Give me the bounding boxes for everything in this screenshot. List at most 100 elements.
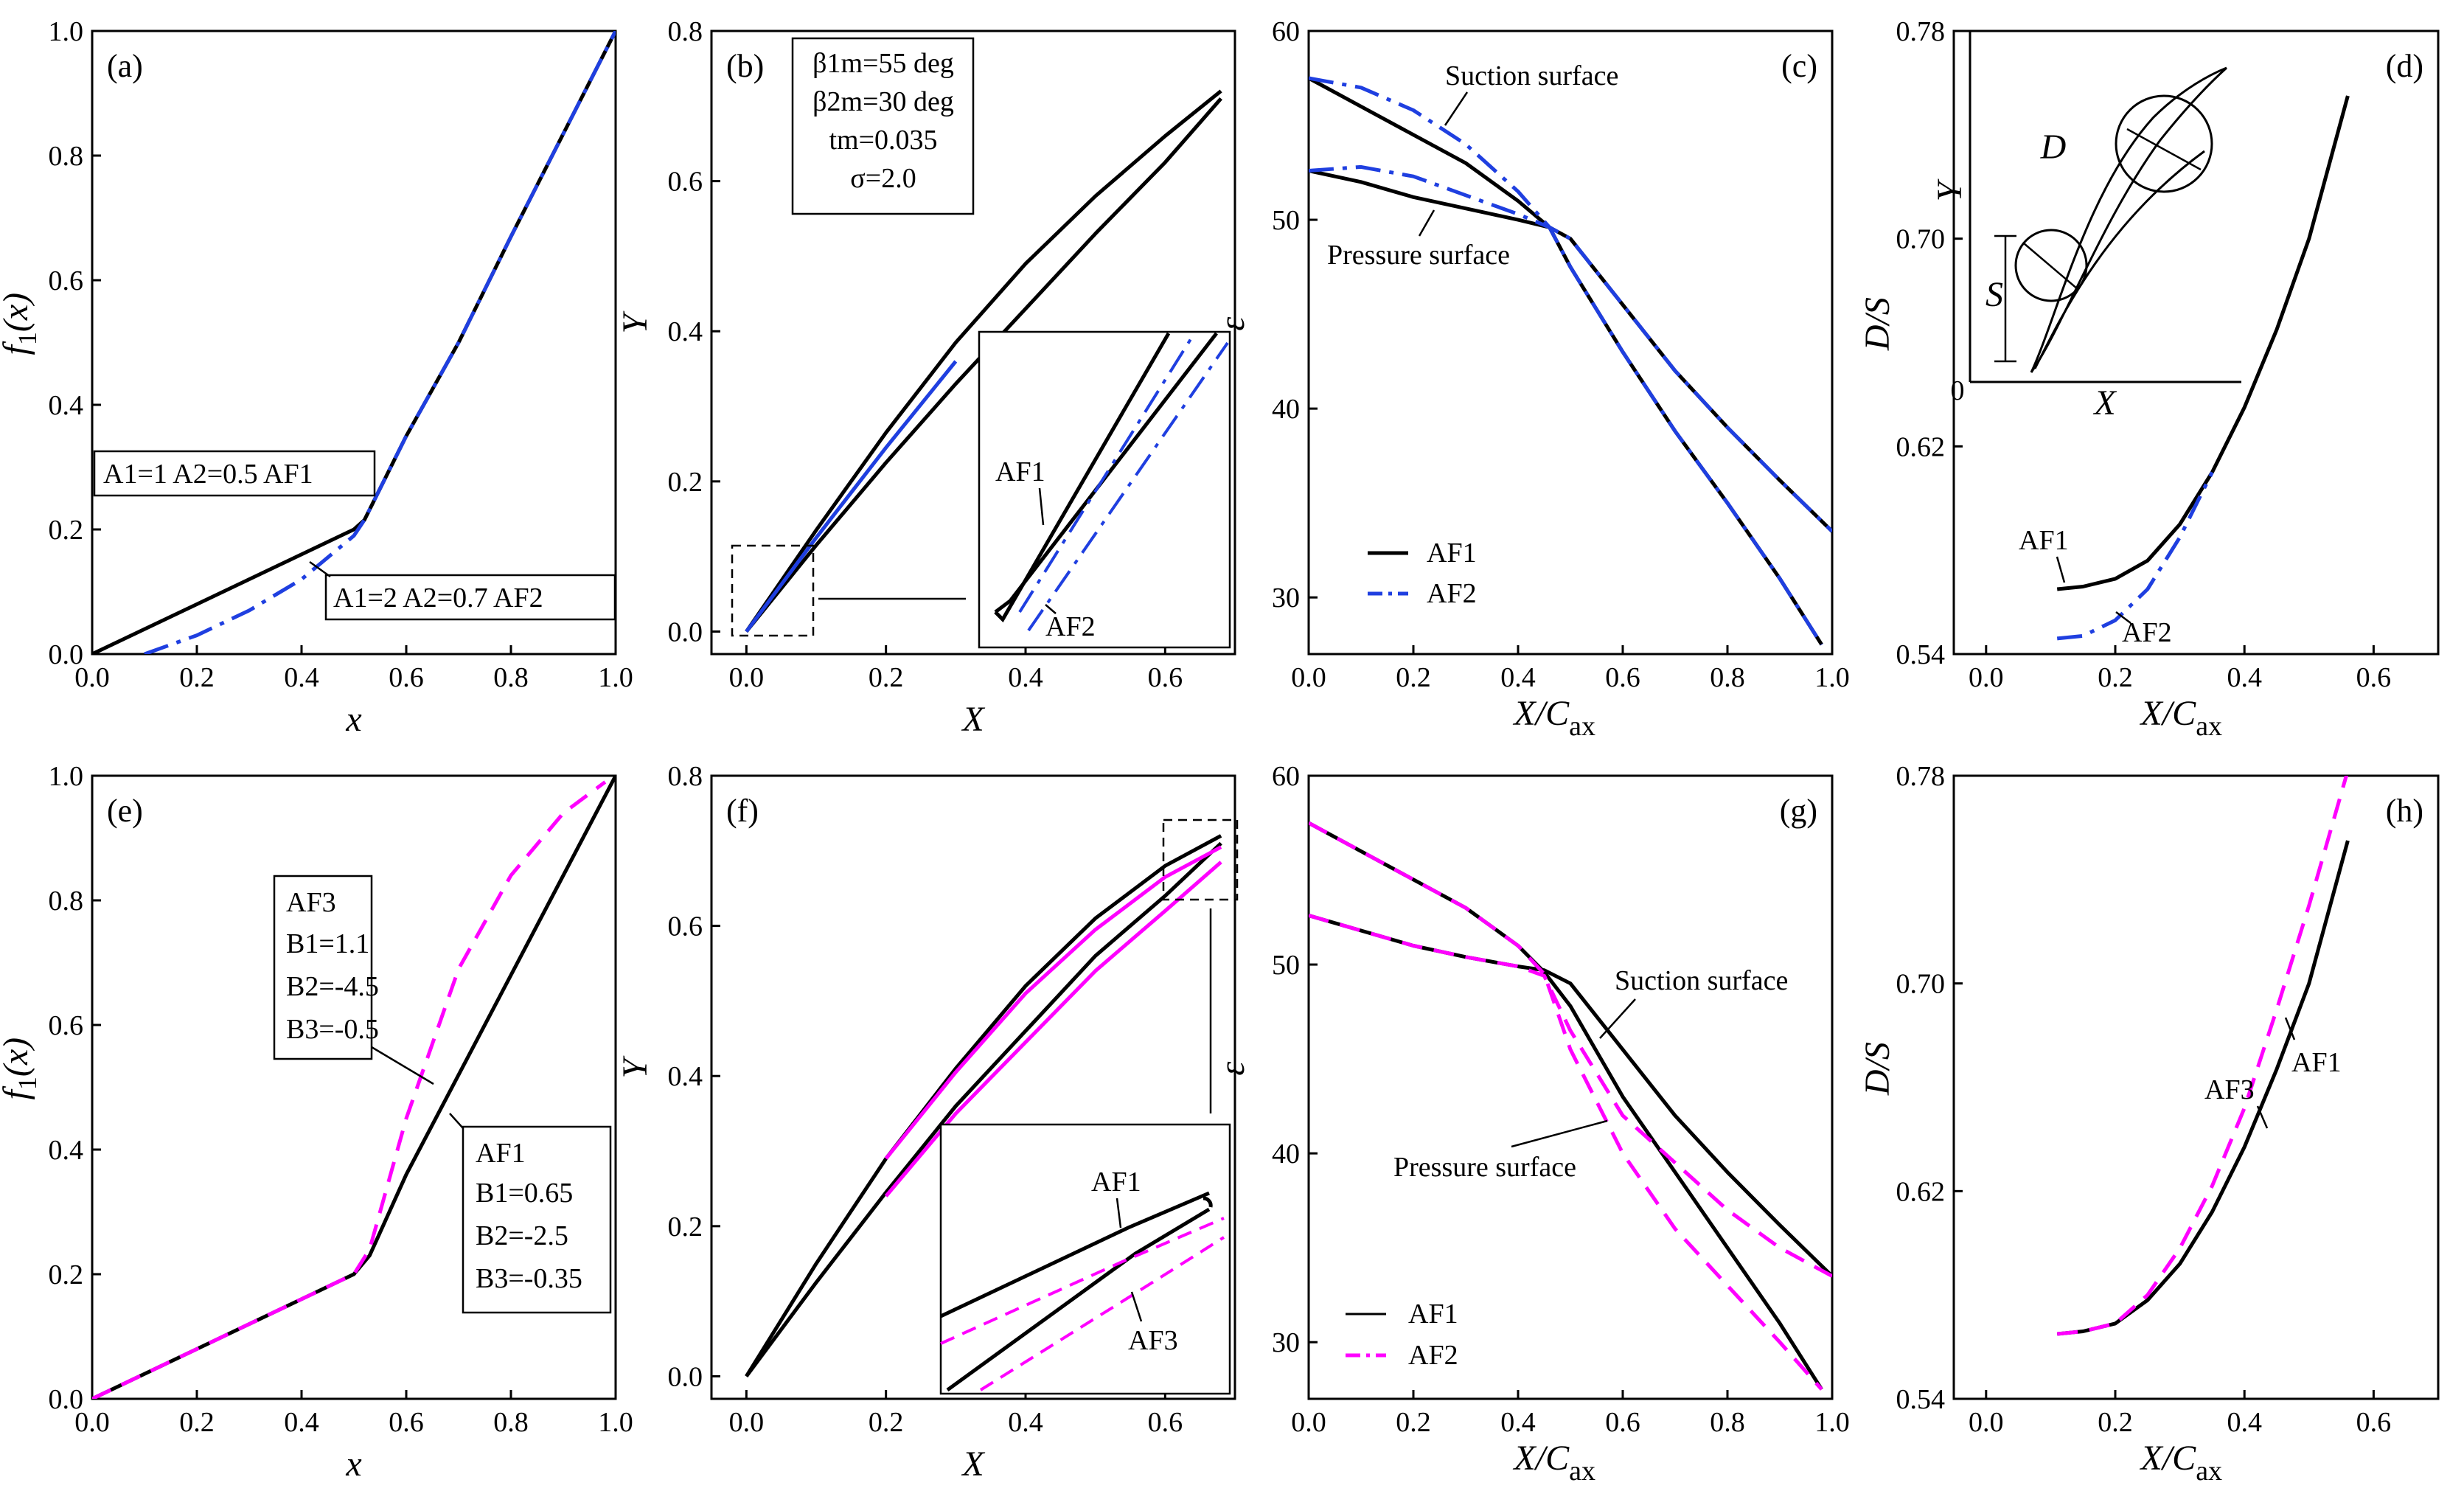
legend-label-af1: AF1 — [1408, 1299, 1458, 1330]
legend-label-af1: AF1 — [1427, 538, 1477, 569]
series-line — [745, 360, 958, 633]
x-tick-label: 0.6 — [1605, 1407, 1640, 1438]
legend-label-af2: AF2 — [1408, 1340, 1458, 1371]
y-axis-label: ε — [1213, 1062, 1252, 1076]
x-tick-label: 0.8 — [493, 1407, 529, 1438]
x-tick-label: 0.0 — [1969, 662, 2004, 693]
leader-line — [1599, 998, 1636, 1039]
inset-d-label: D — [2040, 128, 2067, 167]
axes-frame — [1307, 774, 1834, 1400]
design-parameter: tm=0.035 — [829, 125, 937, 156]
y-tick-label: 30 — [1272, 583, 1300, 614]
panel-a: 0.0 0.2 0.4 0.6 0.8 1.0 0.0 0.2 0.4 0.6 0.8 1.0 x f1(… — [0, 16, 633, 739]
x-tick-label: 0.2 — [2098, 662, 2133, 693]
y-tick-label: 60 — [1272, 761, 1300, 792]
panel-label: (h) — [2386, 793, 2423, 829]
axes-frame — [1952, 29, 2440, 656]
inset-circle-small — [2014, 229, 2088, 302]
annotation-box — [978, 330, 1231, 649]
annotation-af3-param: B1=1.1 — [286, 928, 369, 959]
inset-af2-suction — [1018, 332, 1196, 614]
annotation-box — [462, 1125, 612, 1314]
x-tick-label: 0.4 — [2227, 662, 2262, 693]
series-line — [2056, 471, 2214, 641]
leader-line — [2115, 611, 2131, 624]
axes-frame — [1307, 29, 1834, 656]
y-tick-label: 1.0 — [49, 761, 84, 792]
inset-af1-pressure — [994, 332, 1218, 614]
x-tick-label: 0.2 — [869, 1407, 904, 1438]
x-tick-label: 0.6 — [389, 1407, 424, 1438]
annotation-af1: AF1 — [2019, 525, 2069, 556]
annotation-box — [273, 875, 373, 1060]
annotation-af3-param: B3=-0.5 — [286, 1014, 379, 1045]
design-parameter: β1m=55 deg — [812, 48, 954, 79]
annotation-af1-param: B3=-0.35 — [476, 1263, 582, 1294]
series-group — [1309, 76, 1832, 646]
x-tick-label: 0.4 — [284, 1407, 319, 1438]
annotation-af2: A1=2 A2=0.7 AF2 — [333, 583, 543, 614]
annotation-box — [324, 574, 616, 621]
x-tick-label: 0.2 — [2098, 1407, 2133, 1438]
x-tick-label: 0.6 — [389, 662, 424, 693]
y-tick-label: 0.0 — [668, 1361, 703, 1392]
series-line — [144, 31, 616, 654]
panel-label: (a) — [107, 48, 143, 84]
x-tick-label: 0.6 — [2356, 662, 2392, 693]
x-tick-label: 0.4 — [1008, 662, 1043, 693]
annotation-af3: AF3 — [2204, 1074, 2255, 1105]
x-tick-label: 0.0 — [1969, 1407, 2004, 1438]
x-tick-label: 0.6 — [1605, 662, 1640, 693]
y-tick-label: 0.54 — [1896, 1384, 1946, 1415]
annotation-box — [93, 450, 376, 497]
annotation-pressure: Pressure surface — [1393, 1152, 1576, 1183]
x-axis-label-subscript: ax — [1569, 711, 1595, 742]
x-tick-label: 0.0 — [729, 1407, 765, 1438]
y-tick-label: 0.6 — [49, 265, 84, 296]
y-tick-label: 40 — [1272, 1139, 1300, 1169]
series-line — [1309, 169, 1832, 533]
y-tick-label: 1.0 — [49, 16, 84, 47]
inset-blade-2 — [2033, 150, 2205, 369]
x-axis-label: X — [961, 1445, 985, 1484]
y-axis-label-rest: (x) — [0, 293, 35, 332]
x-tick-label: 0.8 — [1710, 1407, 1745, 1438]
annotation-af3-title: AF3 — [286, 887, 336, 918]
y-tick-label: 0.0 — [49, 1384, 84, 1415]
x-tick-label: 0.0 — [729, 662, 765, 693]
y-axis-label: f1(x) — [0, 1038, 42, 1100]
series-group — [92, 776, 616, 1399]
y-tick-label: 0.6 — [668, 167, 703, 198]
axes-frame — [91, 29, 617, 656]
y-tick-label: 0.8 — [49, 141, 84, 172]
axes-frame — [91, 774, 617, 1400]
x-axis-label: X — [961, 700, 985, 739]
y-axis-label: D/S — [1858, 297, 1897, 351]
inset-af3-suction — [940, 1217, 1225, 1345]
x-tick-label: 0.2 — [869, 662, 904, 693]
x-axis-label: X/Cax — [1512, 694, 1595, 742]
inset-label-af1: AF1 — [995, 456, 1045, 487]
annotation-suction: Suction surface — [1445, 60, 1618, 91]
y-tick-label: 0.4 — [49, 390, 84, 421]
y-axis-label-subscript: 1 — [13, 1077, 42, 1090]
y-tick-label: 30 — [1272, 1327, 1300, 1358]
y-tick-label: 0.2 — [668, 467, 703, 498]
x-axis-label: x — [345, 1445, 361, 1484]
annotation-af1-param: B1=0.65 — [476, 1178, 573, 1209]
series-line — [2056, 95, 2350, 591]
inset-circle-large — [2115, 94, 2213, 193]
y-axis-label-rest: (x) — [0, 1038, 35, 1077]
annotation-af3-param: B2=-4.5 — [286, 971, 379, 1002]
annotation-box — [791, 37, 975, 215]
y-tick-label: 0.4 — [668, 316, 703, 347]
panel-c: 0.0 0.2 0.4 0.6 0.8 1.0 30 40 50 60 X/Cax ε (c) Sucti… — [1213, 16, 1850, 742]
y-tick-label: 40 — [1272, 394, 1300, 425]
x-tick-label: 0.0 — [1291, 1407, 1326, 1438]
series-group — [2056, 95, 2350, 641]
axes-frame — [710, 29, 1236, 656]
panel-label: (b) — [726, 48, 764, 84]
x-axis-label: X/Cax — [1512, 1439, 1595, 1487]
x-tick-label: 0.2 — [1396, 1407, 1431, 1438]
panel-h: 0.0 0.2 0.4 0.6 0.54 0.62 0.70 0.78 X/Cax D/S (h) A… — [1858, 761, 2440, 1487]
